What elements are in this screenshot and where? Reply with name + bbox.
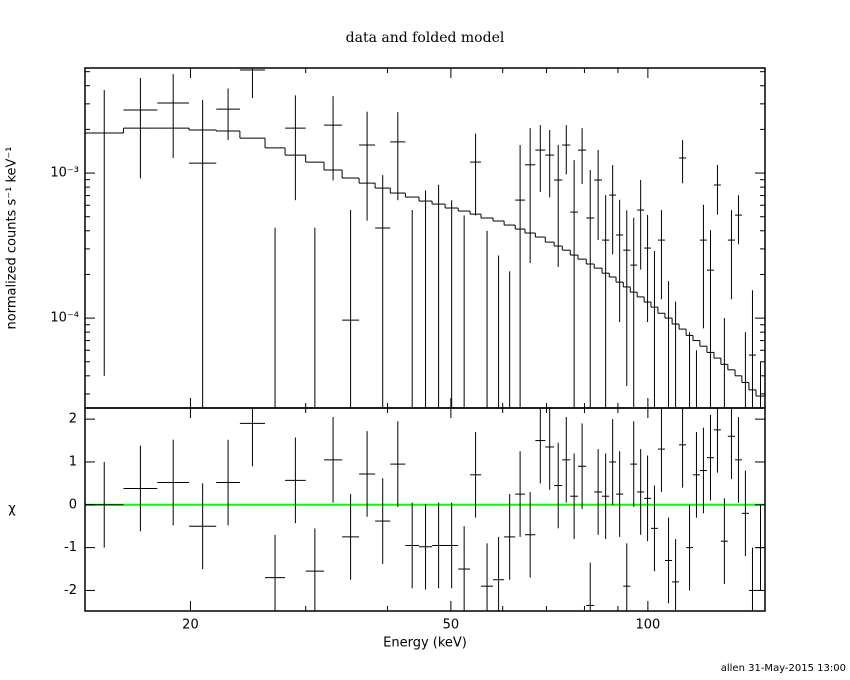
x-tick-label: 50 — [443, 618, 460, 633]
y-tick-label: 10⁻³ — [50, 166, 79, 181]
chart-title: data and folded model — [346, 30, 505, 46]
y-tick-label: 10⁻⁴ — [50, 311, 79, 326]
y2-tick-label: -1 — [64, 540, 77, 555]
x-axis-label: Energy (keV) — [383, 636, 467, 651]
y2-tick-label: 1 — [69, 454, 77, 469]
y2-tick-label: -2 — [64, 583, 77, 598]
x-tick-label: 100 — [635, 618, 660, 633]
panel-frame — [84, 67, 766, 409]
residual-panel — [85, 408, 765, 611]
axes: 20 50 100 10⁻⁴ 10⁻³ -2 -1 0 1 2 — [50, 68, 765, 633]
spectrum-panel — [85, 68, 765, 408]
footnote: allen 31-May-2015 13:00 — [721, 663, 846, 674]
y-axis-label: normalized counts s⁻¹ keV⁻¹ — [5, 147, 20, 330]
y2-axis-label: χ — [8, 502, 16, 517]
panel-frame — [84, 407, 766, 612]
x-tick-label: 20 — [182, 618, 199, 633]
y2-tick-label: 2 — [69, 412, 77, 427]
y2-tick-label: 0 — [69, 497, 77, 512]
